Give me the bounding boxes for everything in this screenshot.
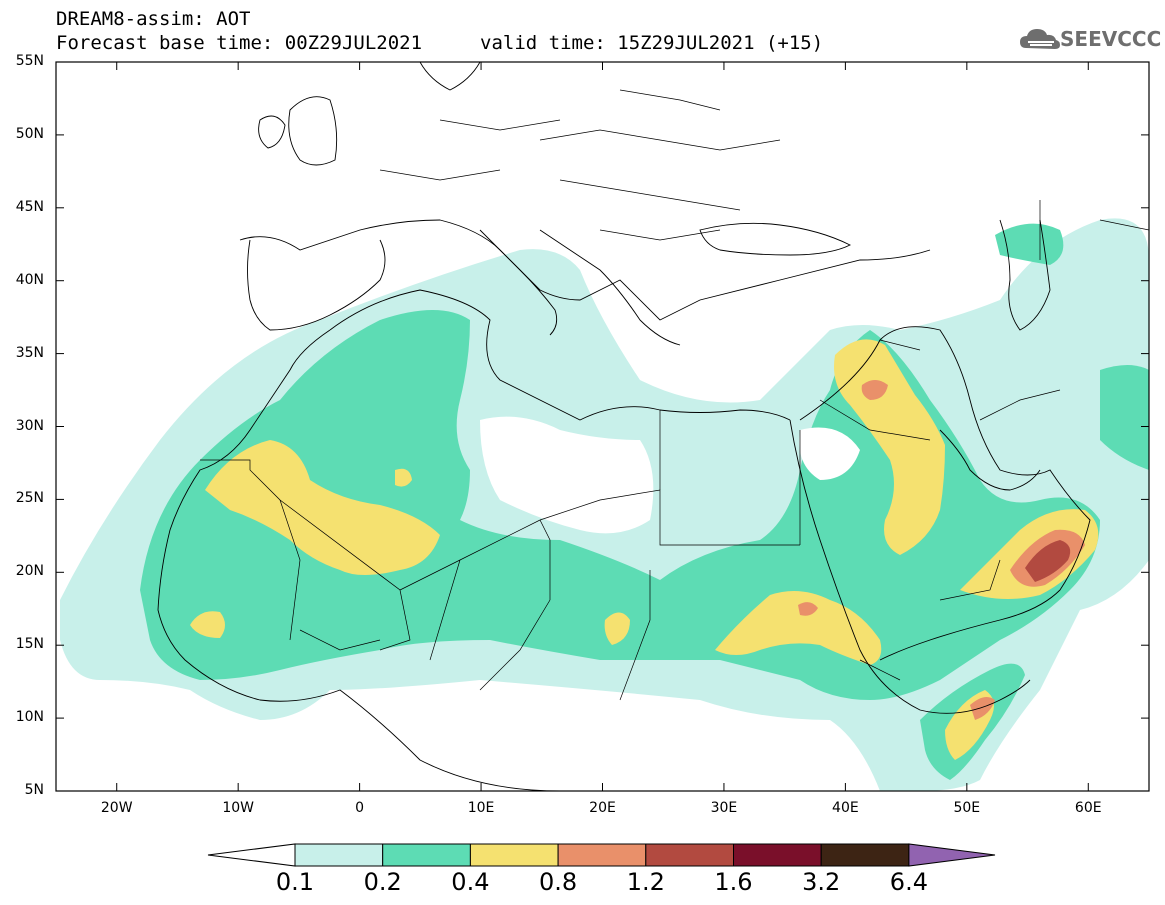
lat-tick-label: 35N xyxy=(15,344,44,361)
colorbar-segment xyxy=(294,843,384,867)
colorbar-segment xyxy=(820,843,910,867)
lat-tick-label: 15N xyxy=(15,636,44,653)
aot-contour-0.4-sudan xyxy=(715,591,882,665)
coastline-africa xyxy=(157,329,561,791)
aot-contour-1.2-oman xyxy=(1025,540,1071,582)
aot-contour-0.4-iraq xyxy=(834,339,945,555)
colorbar-label: 0.1 xyxy=(275,868,315,896)
aot-contour-0.4-sahara xyxy=(205,440,440,575)
lon-tick-label: 30E xyxy=(710,800,738,816)
aot-contour-0.4-central xyxy=(604,612,630,645)
colorbar-label: 0.8 xyxy=(539,868,578,896)
aot-contour-0.4-mauritania xyxy=(190,611,225,638)
aot-contour-0.2-iran xyxy=(1100,365,1149,470)
lat-tick-label: 5N xyxy=(24,782,44,798)
coastlines xyxy=(157,62,1091,791)
aot-contour-0.4-west xyxy=(395,468,412,487)
valid-time: valid time: 15Z29JUL2021 (+15) xyxy=(480,32,824,54)
lat-tick-label: 50N xyxy=(15,125,44,142)
coastline-north-africa xyxy=(329,289,791,421)
axis-ticks xyxy=(56,61,1149,792)
coastline-red-sea xyxy=(789,419,1031,714)
coastline-caspian xyxy=(999,219,1051,331)
lat-tick-label: 10N xyxy=(15,709,44,726)
lat-tick-label: 40N xyxy=(15,271,44,288)
aot-contour-0.8-somalia xyxy=(970,696,995,720)
aot-contour-0.8-iraq xyxy=(861,380,888,400)
lon-tick-label: 50E xyxy=(953,800,981,816)
coastline-iberia xyxy=(247,239,386,331)
aot-field xyxy=(60,218,1149,791)
coastline-britain xyxy=(288,96,338,166)
logo-text: SEEVCCC xyxy=(1060,27,1162,51)
country-borders xyxy=(200,89,1149,701)
coastline-ireland xyxy=(258,115,286,149)
colorbar-label: 6.4 xyxy=(889,868,928,896)
colorbar-segment xyxy=(645,843,734,867)
coastline-black-sea xyxy=(699,222,852,256)
coastline-europe xyxy=(239,219,931,321)
colorbar-label: 1.6 xyxy=(714,868,753,896)
lon-tick-label: 0 xyxy=(355,800,365,816)
lat-tick-label: 25N xyxy=(15,490,44,507)
aot-low-area xyxy=(480,416,654,534)
colorbar-max-triangle xyxy=(908,843,996,867)
aot-low-area-arabia xyxy=(799,427,860,480)
aot-contour-0.8-sudan xyxy=(798,602,818,616)
lon-tick-label: 40E xyxy=(832,800,859,816)
colorbar-label: 0.2 xyxy=(363,868,402,896)
cloud-logo-icon xyxy=(1020,29,1060,49)
colorbar-segment xyxy=(733,843,822,867)
aot-contour-0.2-caucasus xyxy=(995,223,1064,265)
colorbar-label: 0.4 xyxy=(451,868,490,896)
lat-tick-label: 55N xyxy=(15,53,44,69)
colorbar-label: 3.2 xyxy=(802,868,841,896)
colorbar-label: 1.2 xyxy=(626,868,665,896)
lon-tick-label: 10W xyxy=(222,800,254,816)
lon-tick-label: 20W xyxy=(100,800,133,816)
coastline-balkans xyxy=(539,229,681,346)
colorbar xyxy=(207,843,996,867)
border-lines xyxy=(200,89,1149,701)
colorbar-segment xyxy=(557,843,647,867)
lat-tick-label: 30N xyxy=(15,417,44,434)
colorbar-segment xyxy=(469,843,559,867)
colorbar-min-triangle xyxy=(207,843,296,867)
coastline-italy xyxy=(479,229,558,336)
forecast-base-time: Forecast base time: 00Z29JUL2021 xyxy=(56,32,423,54)
lat-tick-label: 20N xyxy=(15,563,44,580)
lon-tick-label: 10E xyxy=(467,800,495,816)
lon-tick-label: 20E xyxy=(589,800,616,816)
coastline-scandinavia xyxy=(419,62,481,91)
lon-tick-label: 60E xyxy=(1074,800,1102,816)
lat-tick-label: 45N xyxy=(15,198,44,215)
map-title: DREAM8-assim: AOT xyxy=(56,8,251,30)
coastline-gulf xyxy=(939,429,1041,491)
colorbar-segment xyxy=(382,843,471,867)
coastline-arabia xyxy=(799,326,1091,661)
